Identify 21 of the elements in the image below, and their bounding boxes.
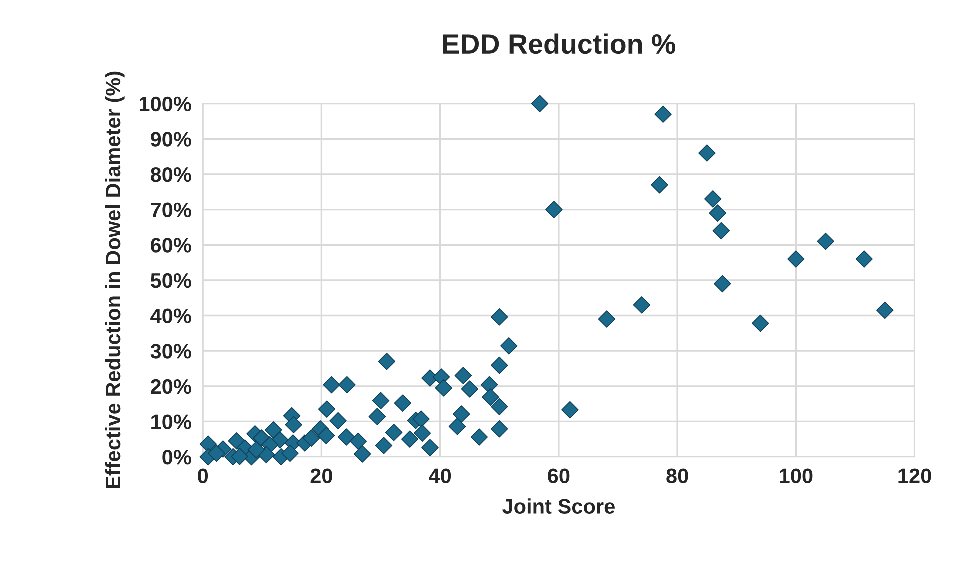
x-tick-label: 60 xyxy=(548,468,570,484)
x-tick-label: 100 xyxy=(780,468,813,484)
x-tick-label: 120 xyxy=(898,468,932,484)
x-tick-label: 80 xyxy=(666,468,688,484)
y-tick-label: 70% xyxy=(151,202,192,218)
y-tick-label: 30% xyxy=(150,344,192,359)
x-axis-title: Joint Score xyxy=(502,498,615,514)
y-tick-label: 50% xyxy=(150,273,192,288)
y-tick-label: 20% xyxy=(150,379,192,394)
y-tick-label: 80% xyxy=(150,167,192,182)
y-tick-label: 0% xyxy=(162,450,192,465)
chart-title: EDD Reduction % xyxy=(444,34,676,54)
y-tick-label: 100% xyxy=(140,96,192,112)
y-tick-label: 40% xyxy=(150,308,192,324)
y-tick-label: 90% xyxy=(150,132,192,147)
x-tick-label: 40 xyxy=(429,468,452,484)
y-axis-title: Effective Reduction in Dowel Diameter (%) xyxy=(105,72,125,489)
x-tick-label: 20 xyxy=(310,468,332,484)
y-tick-label: 10% xyxy=(152,414,192,430)
x-tick-label: 0 xyxy=(198,468,208,484)
y-tick-label: 60% xyxy=(151,238,192,253)
